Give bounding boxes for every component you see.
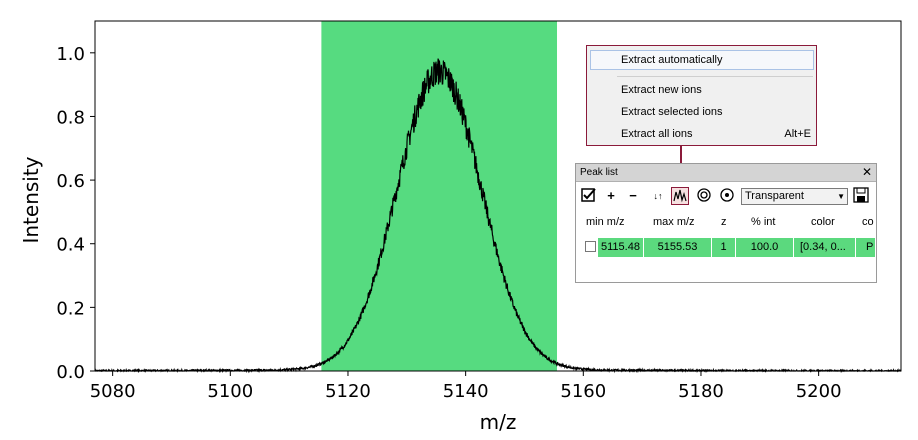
x-axis-label: m/z: [480, 410, 517, 434]
column-header[interactable]: max m/z: [653, 216, 695, 228]
floppy-disk-icon: [853, 187, 869, 203]
column-header[interactable]: co: [862, 216, 874, 228]
x-tick-label: 5200: [796, 381, 842, 402]
cell-max-mz: 5155.53: [644, 238, 712, 257]
cell-extra: P: [856, 238, 876, 257]
menu-item-extract-all-ions[interactable]: Extract all ions Alt+E: [621, 125, 811, 143]
peak-list-title: Peak list: [580, 167, 618, 178]
column-header[interactable]: % int: [751, 216, 776, 228]
target-icon: [697, 188, 711, 202]
shortcut-label: Alt+E: [784, 128, 811, 140]
x-tick-label: 5180: [678, 381, 724, 402]
chevron-down-icon: ▼: [837, 192, 845, 201]
column-header[interactable]: z: [721, 216, 727, 228]
close-icon[interactable]: ✕: [861, 165, 872, 179]
x-tick-label: 5100: [207, 381, 253, 402]
peak-list-table: min m/z max m/z z % int color co 5115.48…: [580, 214, 876, 257]
x-axis-ticks: 5080 5100 5120 5140 5160 5180 5200: [90, 371, 842, 402]
remove-peak-button[interactable]: −: [629, 188, 637, 203]
extract-ions-button[interactable]: [671, 187, 689, 205]
y-tick-label: 0.8: [56, 107, 85, 128]
eye-icon: [720, 188, 734, 202]
check-box-icon: [581, 188, 596, 202]
peak-list-panel: Peak list ✕ + − ↓↑: [575, 163, 877, 283]
y-axis-ticks: 0.0 0.2 0.4 0.6 0.8 1.0: [56, 44, 95, 383]
add-peak-button[interactable]: +: [607, 188, 615, 203]
target-button[interactable]: [696, 187, 712, 205]
y-tick-label: 0.0: [56, 362, 85, 383]
cell-min-mz: 5115.48: [598, 238, 644, 257]
menu-item-extract-selected-ions[interactable]: Extract selected ions: [621, 106, 723, 118]
y-tick-label: 0.2: [56, 298, 85, 319]
check-all-button[interactable]: [580, 187, 598, 205]
color-mode-dropdown[interactable]: Transparent ▼: [741, 188, 848, 205]
menu-separator: [617, 76, 813, 77]
extract-ions-icon: [671, 187, 689, 205]
row-checkbox[interactable]: [585, 241, 596, 252]
y-tick-label: 0.4: [56, 235, 85, 256]
menu-item-highlight: [590, 50, 814, 70]
peak-list-toolbar: + − ↓↑ Transparent ▼: [576, 184, 876, 210]
x-tick-label: 5140: [443, 381, 489, 402]
menu-item-extract-automatically[interactable]: Extract automatically: [621, 54, 723, 66]
x-tick-label: 5080: [90, 381, 136, 402]
table-row[interactable]: 5115.48 5155.53 1 100.0 [0.34, 0... P: [580, 238, 876, 258]
cell-z: 1: [712, 238, 736, 257]
toggle-view-button[interactable]: [719, 187, 735, 205]
cell-color: [0.34, 0...: [794, 238, 856, 257]
column-header[interactable]: min m/z: [586, 216, 625, 228]
cell-pct-int: 100.0: [736, 238, 794, 257]
menu-item-extract-new-ions[interactable]: Extract new ions: [621, 84, 702, 96]
y-tick-label: 1.0: [56, 44, 85, 65]
x-tick-label: 5160: [560, 381, 606, 402]
extract-context-menu: Extract automatically Extract new ions E…: [586, 45, 817, 146]
sort-button[interactable]: ↓↑: [653, 191, 663, 201]
column-header[interactable]: color: [811, 216, 835, 228]
y-axis-label: Intensity: [19, 156, 43, 243]
x-tick-label: 5120: [325, 381, 371, 402]
y-tick-label: 0.6: [56, 171, 85, 192]
peak-list-titlebar: Peak list ✕: [576, 164, 876, 182]
table-header: min m/z max m/z z % int color co: [580, 214, 876, 234]
save-button[interactable]: [852, 187, 870, 205]
plot-frame: [94, 20, 902, 372]
